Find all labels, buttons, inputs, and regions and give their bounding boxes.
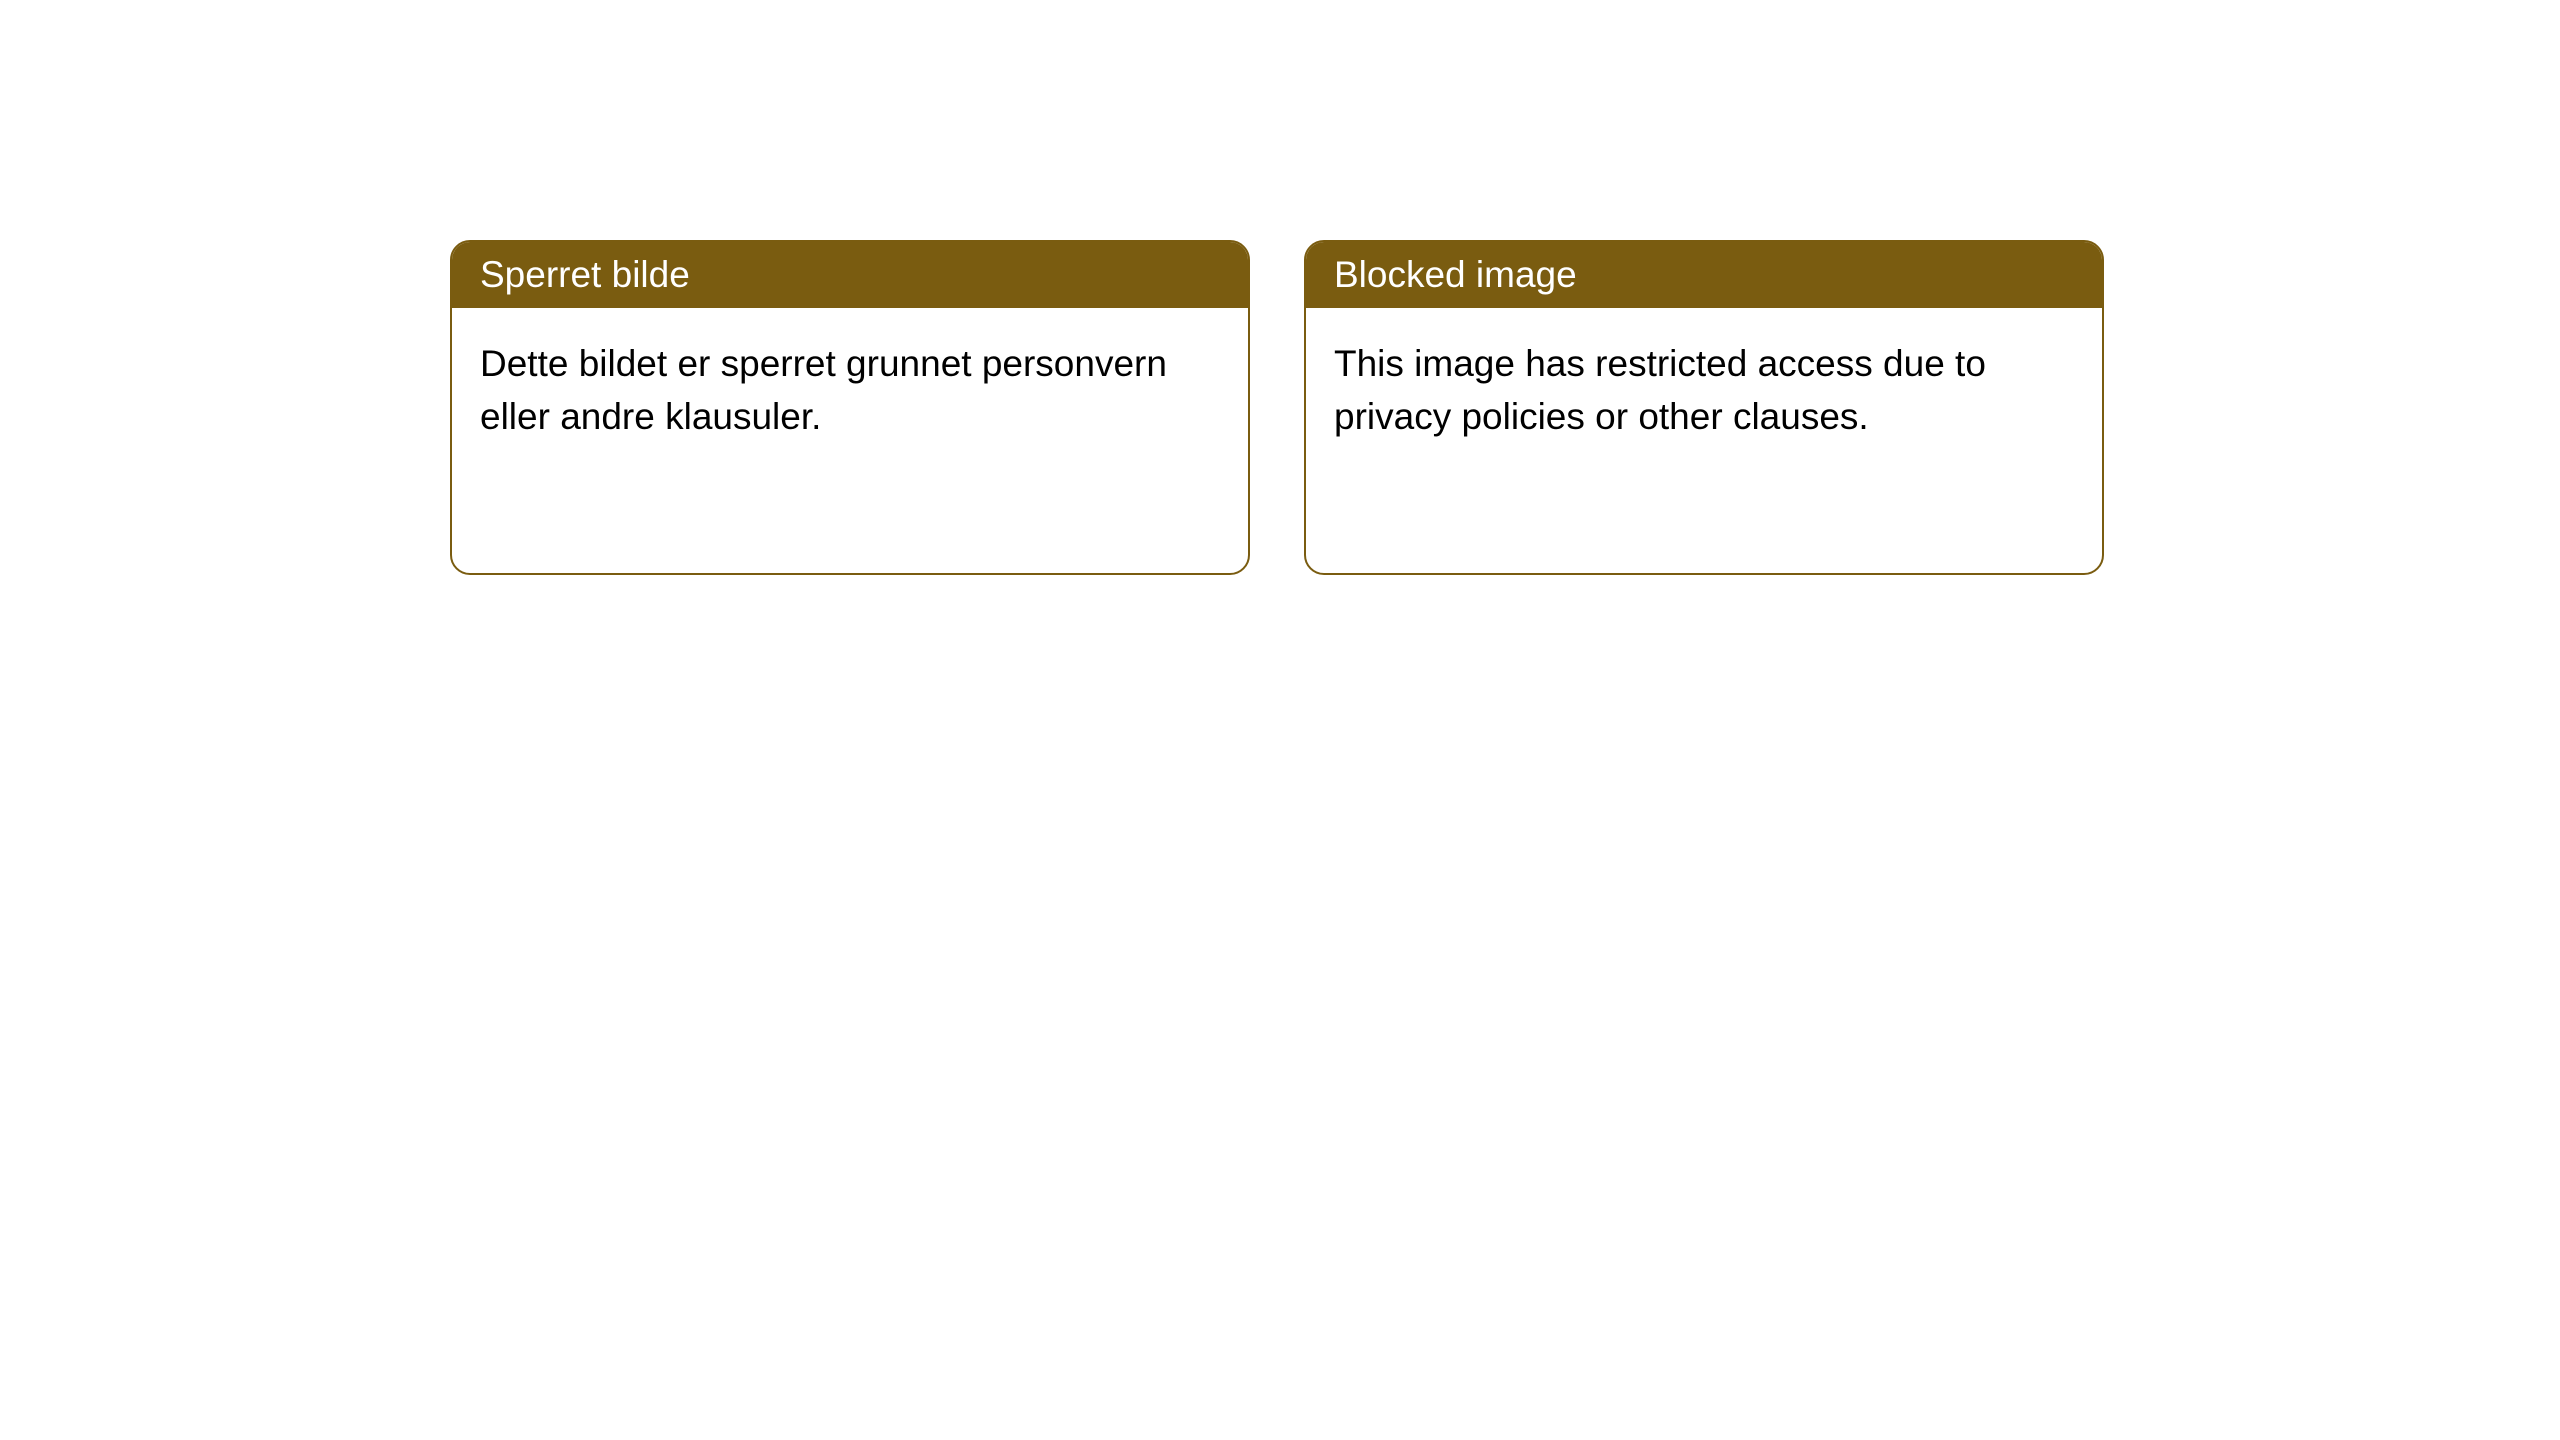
notice-card-body: This image has restricted access due to … [1306, 308, 2102, 473]
notice-card-norwegian: Sperret bilde Dette bildet er sperret gr… [450, 240, 1250, 575]
notice-cards-container: Sperret bilde Dette bildet er sperret gr… [450, 240, 2104, 575]
notice-card-body-text: This image has restricted access due to … [1334, 343, 1986, 437]
notice-card-title: Sperret bilde [480, 254, 690, 295]
notice-card-english: Blocked image This image has restricted … [1304, 240, 2104, 575]
notice-card-header: Sperret bilde [452, 242, 1248, 308]
notice-card-body: Dette bildet er sperret grunnet personve… [452, 308, 1248, 473]
notice-card-body-text: Dette bildet er sperret grunnet personve… [480, 343, 1167, 437]
notice-card-title: Blocked image [1334, 254, 1577, 295]
notice-card-header: Blocked image [1306, 242, 2102, 308]
